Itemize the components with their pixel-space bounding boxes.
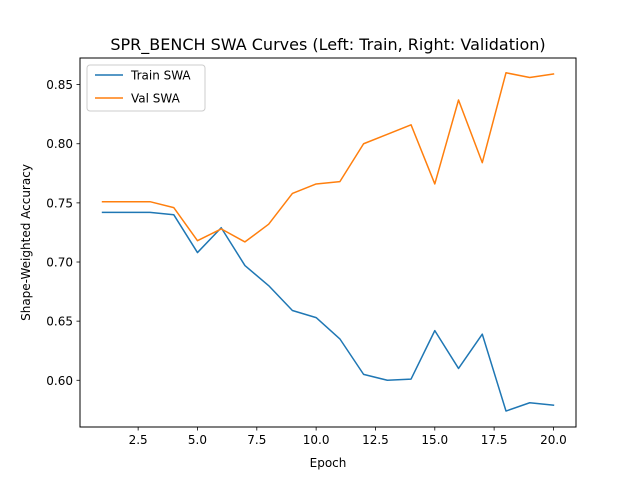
series-layer	[101, 72, 555, 412]
x-tick-label: 7.5	[247, 433, 266, 447]
legend-label-val-swa: Val SWA	[131, 92, 181, 106]
x-tick-label: 12.5	[362, 433, 389, 447]
x-axis-label: Epoch	[310, 456, 347, 470]
plot-area: 2.5 5.0 7.5 10.0 12.5 15.0 17.5 20.0 0.60 0.65 0.7…	[46, 57, 577, 447]
y-tick-label: 0.70	[46, 256, 73, 270]
plot-frame	[79, 57, 577, 428]
series-line-val-swa	[101, 72, 555, 243]
legend: Train SWA Val SWA	[86, 64, 206, 112]
y-tick-label: 0.60	[46, 374, 73, 388]
chart-title: SPR_BENCH SWA Curves (Left: Train, Right…	[110, 35, 545, 55]
y-tick-label: 0.80	[46, 137, 73, 151]
x-tick-label: 10.0	[303, 433, 330, 447]
x-tick-label: 15.0	[421, 433, 448, 447]
legend-box	[86, 64, 206, 112]
x-tick-label: 17.5	[481, 433, 508, 447]
y-tick-label: 0.75	[46, 196, 73, 210]
y-tick-label: 0.65	[46, 315, 73, 329]
x-tick-label: 2.5	[129, 433, 148, 447]
legend-label-train-swa: Train SWA	[130, 69, 191, 83]
x-tick-label: 20.0	[540, 433, 567, 447]
x-tick-label: 5.0	[188, 433, 207, 447]
y-axis-label: Shape-Weighted Accuracy	[19, 164, 33, 321]
series-line-train-swa	[101, 211, 555, 412]
tick-layer: 2.5 5.0 7.5 10.0 12.5 15.0 17.5 20.0 0.60 0.65 0.7…	[46, 78, 567, 447]
y-tick-label: 0.85	[46, 78, 73, 92]
